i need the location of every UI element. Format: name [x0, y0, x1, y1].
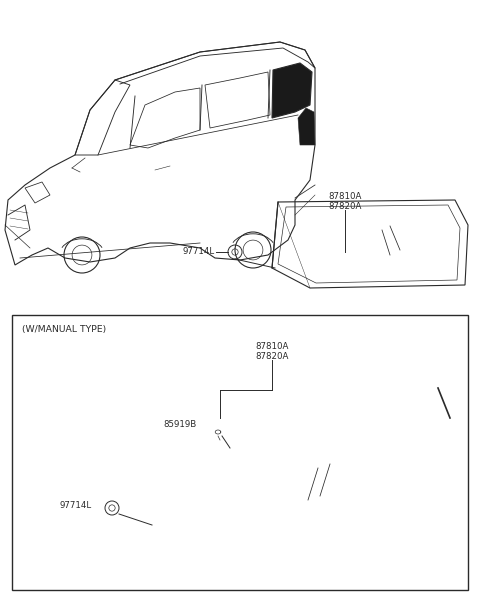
- Text: (W/MANUAL TYPE): (W/MANUAL TYPE): [22, 325, 106, 334]
- Polygon shape: [298, 108, 315, 145]
- Text: 97714L: 97714L: [60, 500, 92, 509]
- Text: 87810A
87820A: 87810A 87820A: [328, 192, 361, 211]
- Text: 97714L: 97714L: [183, 248, 215, 257]
- Text: 87810A
87820A: 87810A 87820A: [255, 342, 288, 361]
- Polygon shape: [272, 63, 312, 118]
- Text: 85919B: 85919B: [164, 420, 197, 429]
- Bar: [12, 315, 468, 590]
